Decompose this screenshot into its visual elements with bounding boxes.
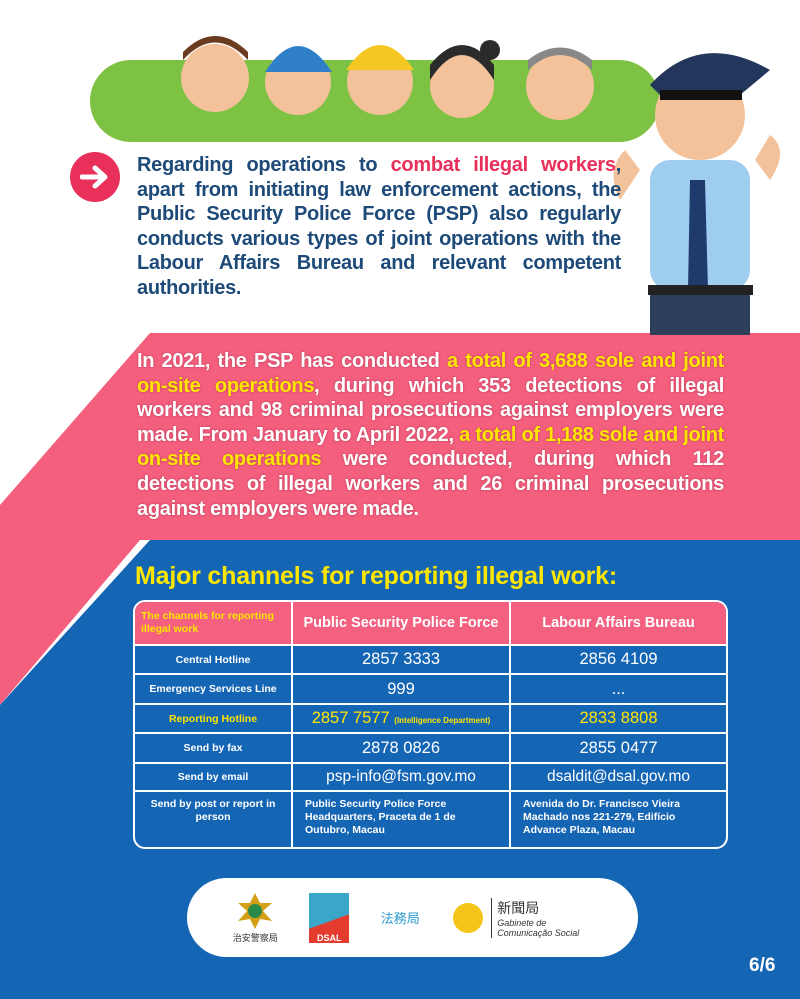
footer-logos: 治安警察局 DSAL 法務局 新聞局 Gabinete de Comunicaç… [187, 878, 638, 957]
dsal-email[interactable]: dsaldit@dsal.gov.mo [511, 764, 726, 792]
dsaj-logo: 法務局 [381, 908, 420, 927]
table-header-row: The channels for reporting illegal work … [135, 602, 726, 646]
gcs-logo-text: 新聞局 [497, 899, 540, 916]
star-emblem-icon [238, 893, 273, 929]
channels-table: The channels for reporting illegal work … [133, 600, 728, 849]
psp-logo: 治安警察局 [233, 891, 278, 944]
gcs-sun-icon [453, 902, 484, 933]
worker-faces-illustration [181, 36, 594, 120]
dsal-value: ... [511, 675, 726, 705]
psp-email[interactable]: psp-info@fsm.gov.mo [293, 763, 511, 792]
intro-text: Regarding operations to [137, 154, 391, 176]
psp-value: 2857 3333 [293, 646, 511, 676]
row-label: Emergency Services Line [135, 675, 293, 705]
header-dsal: Labour Affairs Bureau [511, 602, 726, 646]
dsal-logo-text: DSAL [309, 892, 350, 943]
table-row: Send by fax 2878 0826 2855 0477 [135, 734, 726, 764]
arrow-right-icon [70, 152, 120, 202]
header-psp: Public Security Police Force [293, 602, 511, 646]
stats-paragraph: In 2021, the PSP has conducted a total o… [137, 349, 724, 521]
row-label: Send by post or report in person [135, 792, 293, 847]
stats-text: , during which 353 detections of illegal… [137, 374, 724, 446]
row-label: Send by fax [135, 734, 293, 764]
dsal-value: 2833 8808 [511, 705, 726, 735]
stats-text: were conducted, during which 112 detecti… [137, 448, 724, 520]
dsaj-logo-text: 法務局 [380, 911, 420, 926]
table-row: Send by email psp-info@fsm.gov.mo dsaldi… [135, 763, 726, 792]
header-channels: The channels for reporting illegal work [135, 602, 293, 646]
dsal-logo: DSAL [309, 892, 350, 943]
row-label: Reporting Hotline [135, 704, 293, 735]
intro-paragraph: Regarding operations to combat illegal w… [137, 153, 621, 301]
row-label: Central Hotline [135, 646, 293, 676]
stats-highlight: a total of 1,188 sole and joint on-site … [137, 423, 724, 471]
table-row: Send by post or report in person Public … [135, 792, 726, 847]
psp-value: 2878 0826 [293, 734, 511, 764]
dsal-value: 2856 4109 [511, 646, 726, 676]
dsal-address: Avenida do Dr. Francisco Vieira Machado … [523, 798, 680, 836]
stats-highlight: a total of 3,688 sole and joint on-site … [137, 350, 724, 397]
psp-address: Public Security Police Force Headquarter… [293, 792, 511, 847]
page-indicator: 6/6 [749, 955, 776, 976]
channels-title: Major channels for reporting illegal wor… [135, 562, 617, 590]
gcs-logo-subtext: Gabinete de Comunicação Social [497, 917, 580, 938]
row-label: Send by email [135, 763, 293, 792]
psp-value: 2857 7577 (Intelligence Department) [293, 704, 511, 735]
table-row: Emergency Services Line 999 ... [135, 675, 726, 705]
psp-value: 999 [293, 675, 511, 705]
pink-band [0, 333, 800, 540]
dsal-value: 2855 0477 [511, 734, 726, 764]
psp-logo-text: 治安警察局 [232, 933, 278, 943]
police-officer-illustration [613, 53, 780, 335]
intro-text: , apart from initiating law enforcement … [137, 154, 621, 299]
psp-number: 2857 7577 [311, 709, 390, 728]
gcs-logo: 新聞局 Gabinete de Comunicação Social [451, 897, 592, 938]
stats-text: In 2021, the PSP has conducted [137, 350, 447, 372]
intro-highlight: combat illegal workers [390, 154, 616, 176]
psp-note: (Intelligence Department) [394, 716, 491, 726]
table-row: Central Hotline 2857 3333 2856 4109 [135, 646, 726, 676]
table-row: Reporting Hotline 2857 7577 (Intelligenc… [135, 704, 726, 735]
